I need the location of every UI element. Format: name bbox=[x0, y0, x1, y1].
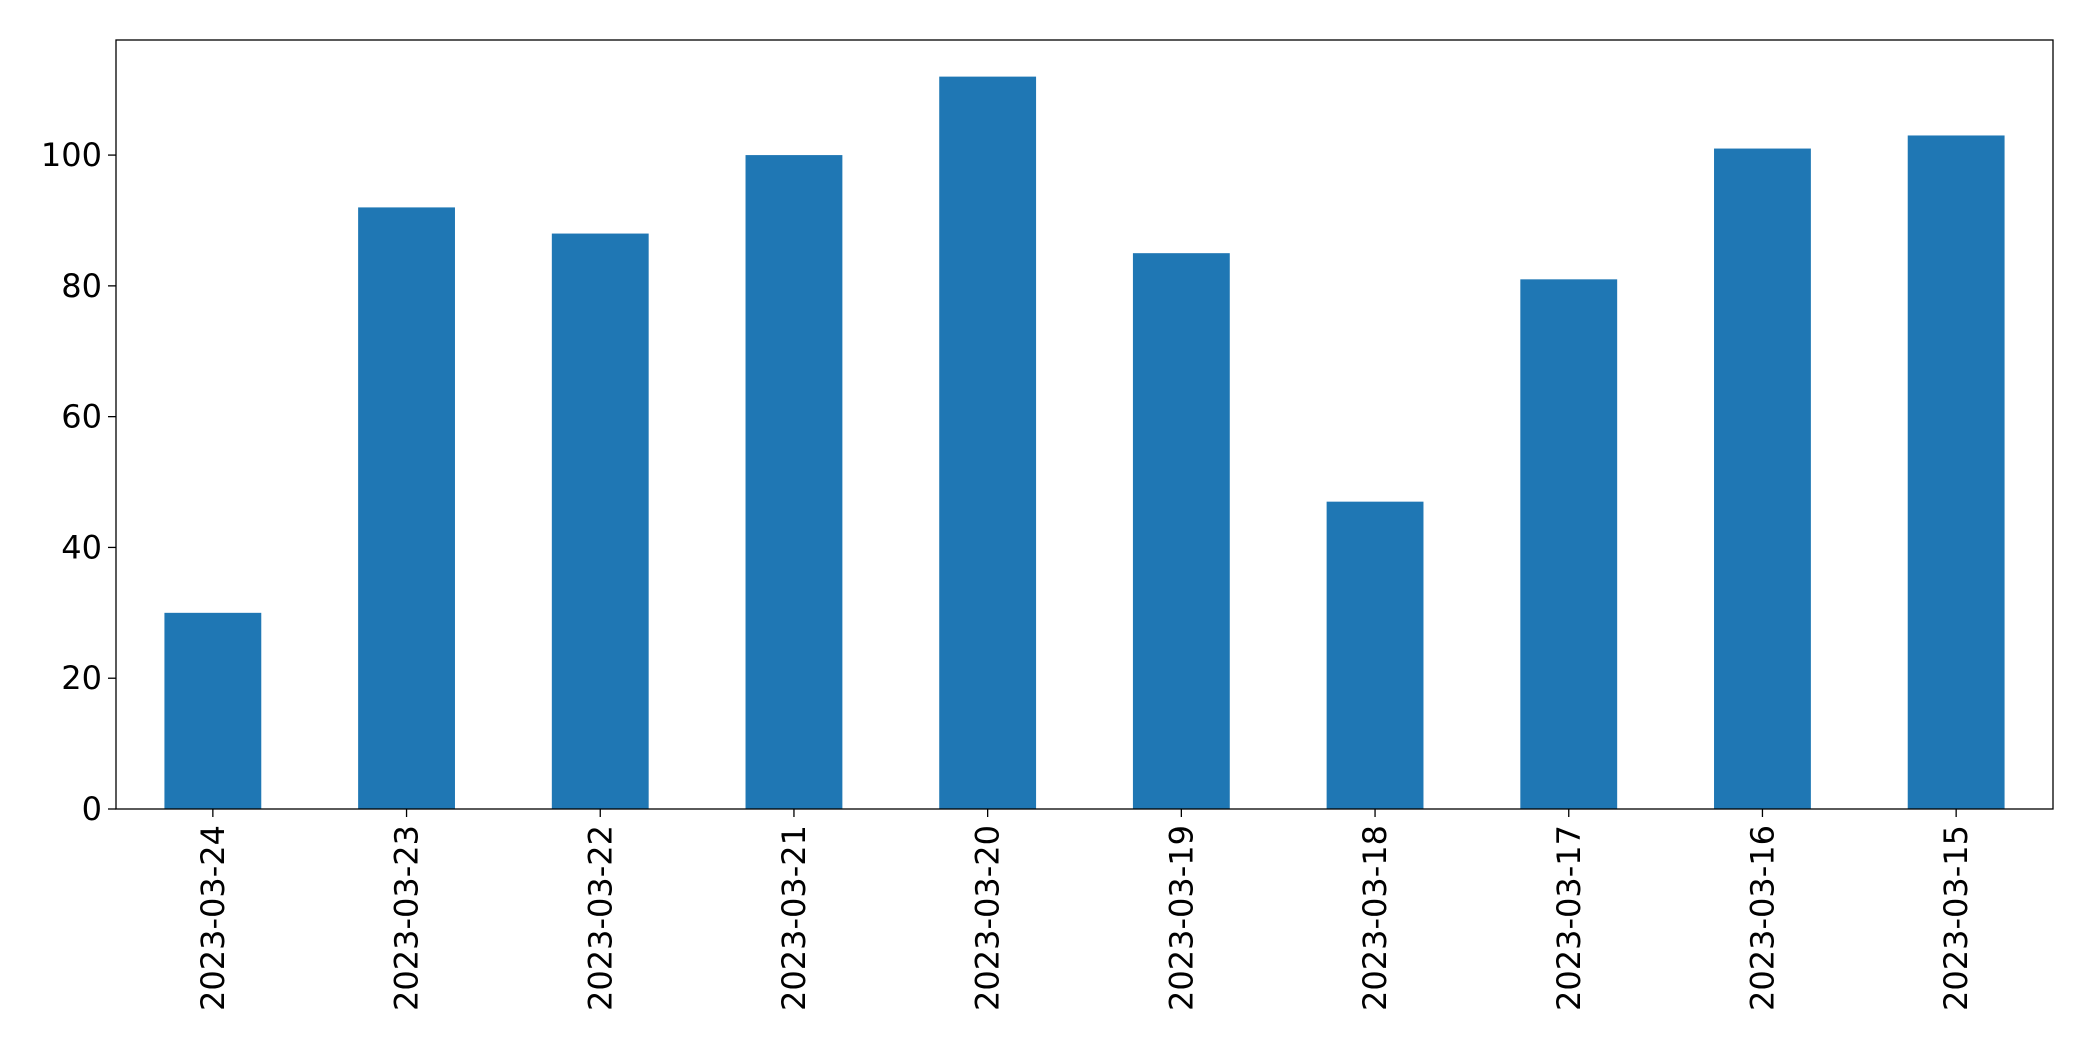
bar bbox=[939, 76, 1037, 810]
bar bbox=[1326, 501, 1424, 809]
bar bbox=[358, 207, 455, 809]
x-tick-label: 2023-03-15 bbox=[1937, 825, 1975, 1011]
y-tick-label: 0 bbox=[82, 790, 102, 828]
y-tick-label: 80 bbox=[61, 267, 102, 305]
plot-frame bbox=[115, 39, 2054, 810]
x-tick-label: 2023-03-16 bbox=[1743, 825, 1781, 1011]
bar bbox=[1907, 135, 2005, 810]
x-tick-label: 2023-03-22 bbox=[581, 825, 619, 1011]
bar bbox=[164, 612, 262, 809]
bar bbox=[1520, 279, 1618, 809]
x-tick-label: 2023-03-21 bbox=[775, 825, 813, 1011]
x-tick-label: 2023-03-20 bbox=[969, 825, 1007, 1011]
bar bbox=[1132, 253, 1230, 809]
x-tick-label: 2023-03-19 bbox=[1162, 825, 1200, 1011]
y-tick-label: 40 bbox=[61, 528, 102, 566]
x-tick-label: 2023-03-17 bbox=[1550, 825, 1588, 1011]
bar bbox=[551, 233, 649, 810]
y-tick-label: 20 bbox=[61, 659, 102, 697]
y-tick-label: 60 bbox=[61, 398, 102, 436]
bar bbox=[1714, 148, 1811, 809]
y-tick-label: 100 bbox=[41, 136, 102, 174]
bar bbox=[745, 155, 843, 809]
x-tick-label: 2023-03-23 bbox=[388, 825, 426, 1011]
x-tick-label: 2023-03-18 bbox=[1356, 825, 1394, 1011]
x-tick-label: 2023-03-24 bbox=[194, 825, 232, 1011]
